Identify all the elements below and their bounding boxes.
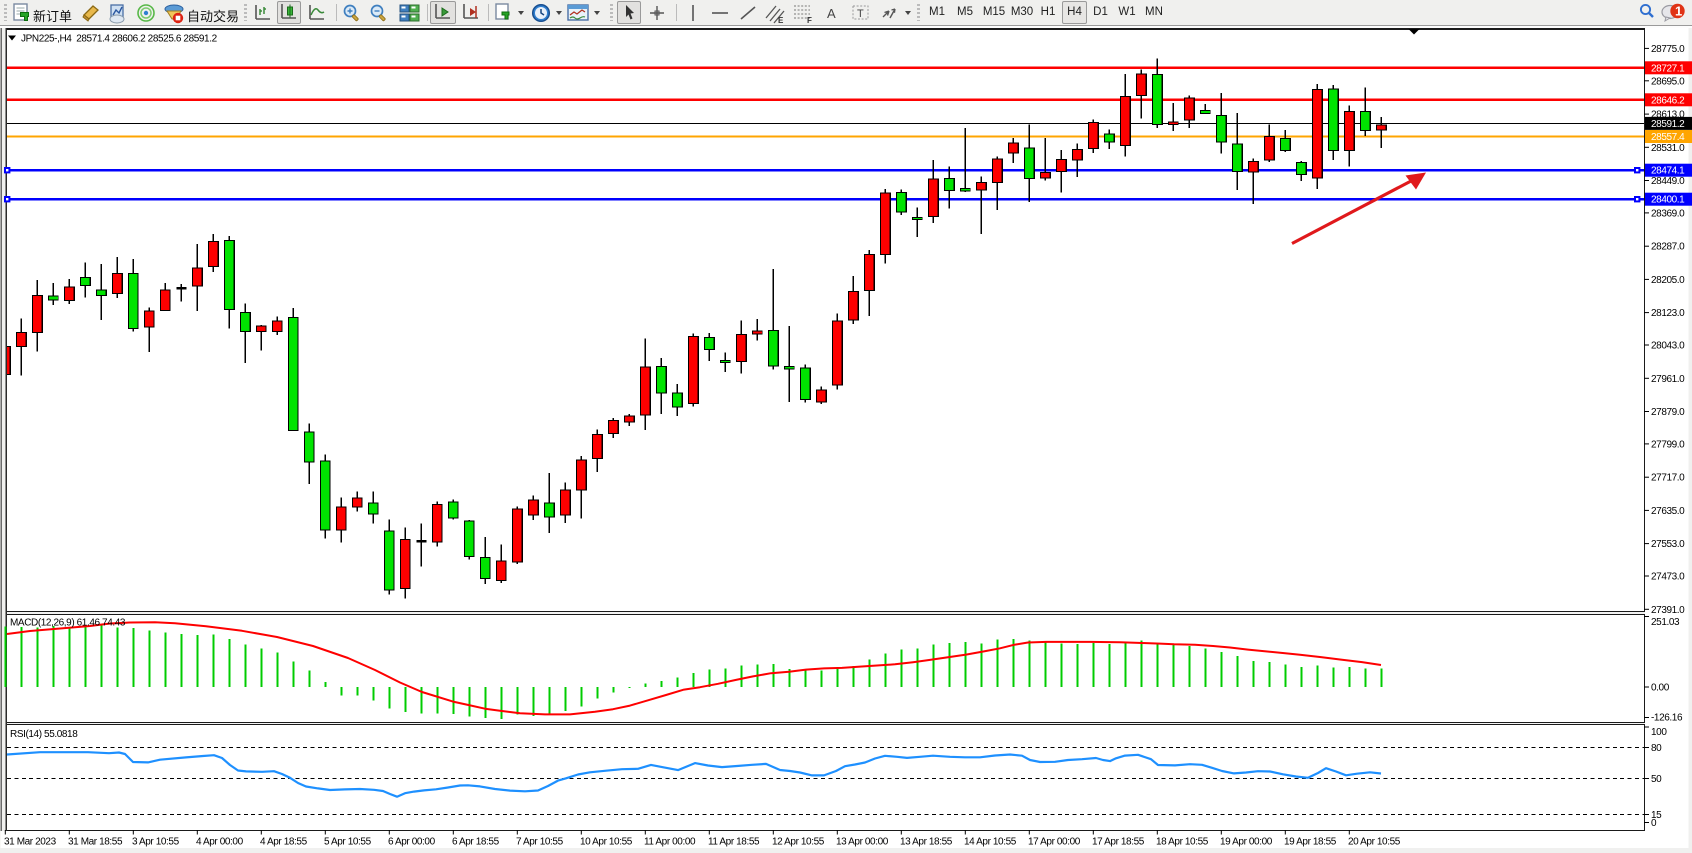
svg-text:28449.0: 28449.0 xyxy=(1651,176,1685,187)
svg-text:31 Mar 18:55: 31 Mar 18:55 xyxy=(68,837,123,848)
svg-text:27799.0: 27799.0 xyxy=(1651,439,1685,450)
svg-text:T: T xyxy=(857,8,864,20)
svg-text:17 Apr 18:55: 17 Apr 18:55 xyxy=(1092,837,1145,848)
svg-text:4 Apr 00:00: 4 Apr 00:00 xyxy=(196,837,244,848)
svg-text:13 Apr 18:55: 13 Apr 18:55 xyxy=(900,837,953,848)
svg-text:E: E xyxy=(778,16,784,24)
svg-text:28205.0: 28205.0 xyxy=(1651,275,1685,286)
svg-text:28775.0: 28775.0 xyxy=(1651,44,1685,55)
svg-text:28474.1: 28474.1 xyxy=(1651,166,1685,177)
svg-text:20 Apr 10:55: 20 Apr 10:55 xyxy=(1348,837,1401,848)
svg-text:5 Apr 10:55: 5 Apr 10:55 xyxy=(324,837,372,848)
svg-text:18 Apr 10:55: 18 Apr 10:55 xyxy=(1156,837,1209,848)
svg-text:4 Apr 18:55: 4 Apr 18:55 xyxy=(260,837,308,848)
svg-text:50: 50 xyxy=(1651,774,1662,785)
svg-text:1: 1 xyxy=(1675,4,1682,19)
svg-text:27717.0: 27717.0 xyxy=(1651,473,1685,484)
svg-text:19 Apr 18:55: 19 Apr 18:55 xyxy=(1284,837,1337,848)
svg-text:27553.0: 27553.0 xyxy=(1651,539,1685,550)
svg-text:6 Apr 00:00: 6 Apr 00:00 xyxy=(388,837,436,848)
svg-text:28531.0: 28531.0 xyxy=(1651,143,1685,154)
svg-text:251.03: 251.03 xyxy=(1651,617,1680,628)
svg-text:3 Apr 10:55: 3 Apr 10:55 xyxy=(132,837,180,848)
svg-text:28646.2: 28646.2 xyxy=(1651,95,1685,106)
svg-text:MACD(12,26,9) 61.46 74.43: MACD(12,26,9) 61.46 74.43 xyxy=(10,618,126,629)
svg-text:28613.0: 28613.0 xyxy=(1651,110,1685,121)
svg-text:15: 15 xyxy=(1651,810,1662,821)
svg-text:11 Apr 00:00: 11 Apr 00:00 xyxy=(644,837,696,848)
svg-text:JPN225-,H4 28571.4 28606.2 28: JPN225-,H4 28571.4 28606.2 28525.6 28591… xyxy=(21,34,218,45)
svg-text:28400.1: 28400.1 xyxy=(1651,195,1685,206)
svg-text:14 Apr 10:55: 14 Apr 10:55 xyxy=(964,837,1017,848)
svg-text:13 Apr 00:00: 13 Apr 00:00 xyxy=(836,837,889,848)
svg-text:80: 80 xyxy=(1651,743,1662,754)
svg-text:28727.1: 28727.1 xyxy=(1651,63,1685,74)
svg-text:28287.0: 28287.0 xyxy=(1651,242,1685,253)
svg-text:27879.0: 27879.0 xyxy=(1651,407,1685,418)
svg-text:27635.0: 27635.0 xyxy=(1651,506,1685,517)
svg-text:27473.0: 27473.0 xyxy=(1651,572,1685,583)
svg-text:19 Apr 00:00: 19 Apr 00:00 xyxy=(1220,837,1273,848)
svg-text:31 Mar 2023: 31 Mar 2023 xyxy=(4,837,57,848)
svg-text:28695.0: 28695.0 xyxy=(1651,76,1685,87)
svg-text:100: 100 xyxy=(1651,727,1667,738)
svg-text:28591.2: 28591.2 xyxy=(1651,119,1685,130)
svg-text:6 Apr 18:55: 6 Apr 18:55 xyxy=(452,837,500,848)
svg-text:27961.0: 27961.0 xyxy=(1651,374,1685,385)
svg-text:12 Apr 10:55: 12 Apr 10:55 xyxy=(772,837,825,848)
svg-text:7 Apr 10:55: 7 Apr 10:55 xyxy=(516,837,564,848)
svg-text:0.00: 0.00 xyxy=(1651,683,1670,694)
svg-text:28043.0: 28043.0 xyxy=(1651,341,1685,352)
svg-text:-126.16: -126.16 xyxy=(1651,713,1683,724)
svg-text:11 Apr 18:55: 11 Apr 18:55 xyxy=(708,837,760,848)
svg-text:28557.4: 28557.4 xyxy=(1651,132,1685,143)
svg-text:F: F xyxy=(807,16,812,24)
svg-text:27391.0: 27391.0 xyxy=(1651,605,1685,616)
svg-text:28369.0: 28369.0 xyxy=(1651,208,1685,219)
svg-text:0: 0 xyxy=(1651,818,1657,829)
svg-text:10 Apr 10:55: 10 Apr 10:55 xyxy=(580,837,633,848)
svg-text:RSI(14) 55.0818: RSI(14) 55.0818 xyxy=(10,729,78,740)
svg-text:17 Apr 00:00: 17 Apr 00:00 xyxy=(1028,837,1081,848)
svg-text:28123.0: 28123.0 xyxy=(1651,308,1685,319)
